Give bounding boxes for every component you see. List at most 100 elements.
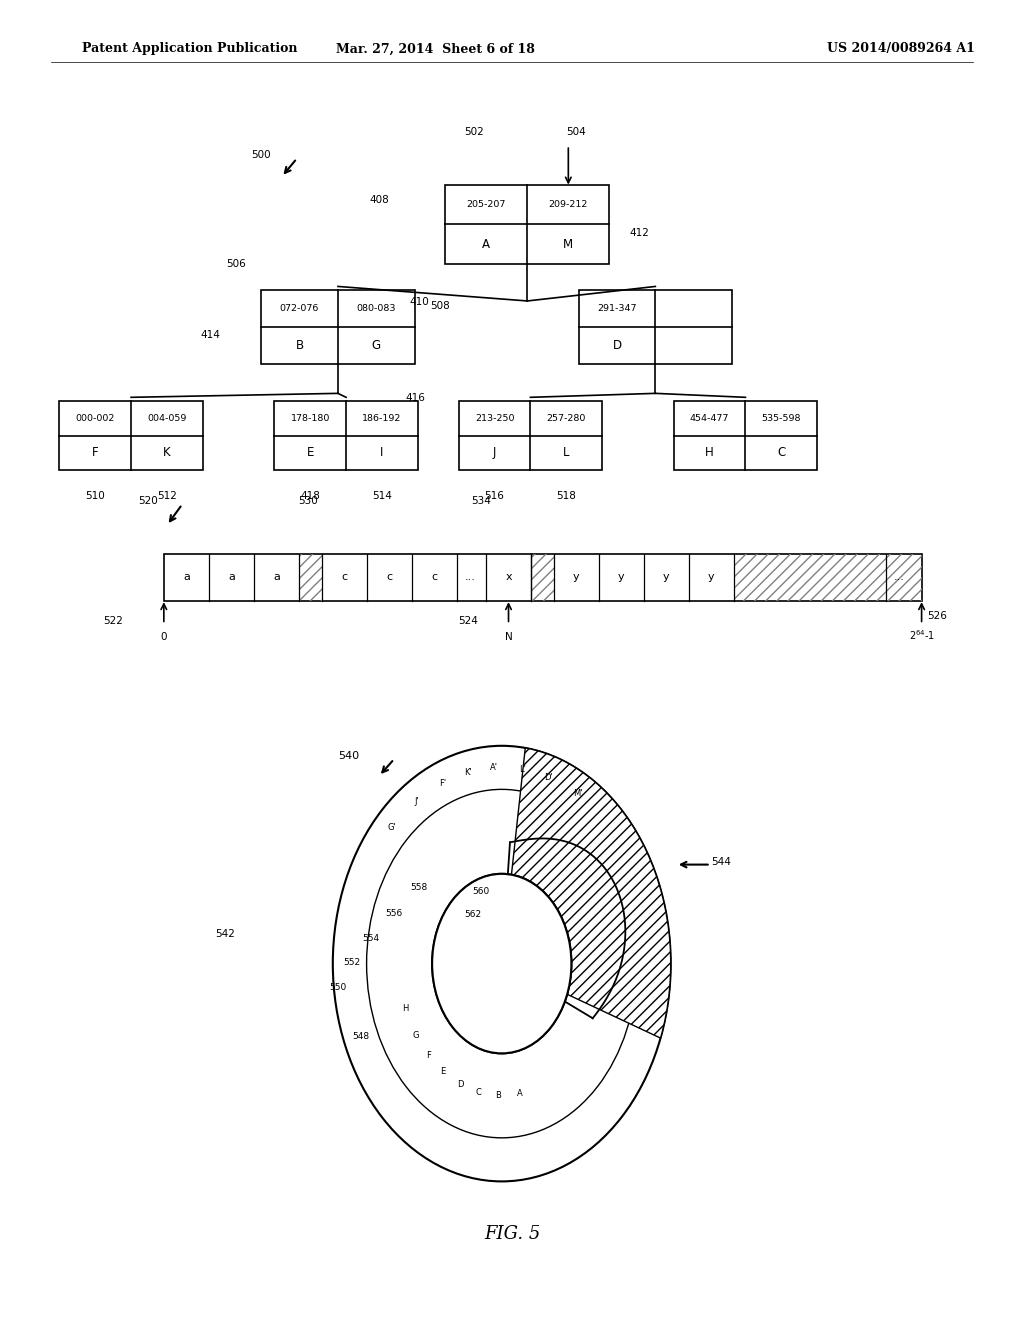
Text: 520: 520 [138, 496, 158, 507]
Text: F: F [92, 446, 98, 459]
Text: 548: 548 [352, 1032, 369, 1040]
Text: A': A' [489, 763, 498, 772]
Text: H: H [402, 1005, 409, 1014]
Text: 205-207: 205-207 [467, 201, 506, 209]
Text: 508: 508 [430, 301, 450, 312]
Bar [164, 554, 922, 601]
Text: $2^{64}$-1: $2^{64}$-1 [908, 628, 935, 643]
Text: J: J [493, 446, 497, 459]
Bar [261, 290, 415, 364]
Bar [674, 401, 817, 470]
Text: 500: 500 [251, 150, 270, 161]
Text: L: L [563, 446, 569, 459]
Text: 554: 554 [362, 935, 379, 942]
Text: 512: 512 [157, 491, 177, 502]
Text: c: c [386, 573, 392, 582]
Text: 516: 516 [484, 491, 505, 502]
Text: 552: 552 [344, 958, 360, 966]
Text: 080-083: 080-083 [356, 305, 396, 313]
Text: 072-076: 072-076 [280, 305, 319, 313]
Text: C: C [777, 446, 785, 459]
Text: c: c [341, 573, 347, 582]
Text: 454-477: 454-477 [690, 414, 729, 422]
Text: y: y [708, 573, 715, 582]
Bar [445, 185, 609, 264]
Circle shape [432, 874, 571, 1053]
Bar [734, 554, 886, 601]
Text: M: M [563, 238, 573, 251]
Text: 518: 518 [556, 491, 577, 502]
Text: y: y [617, 573, 625, 582]
Bar [886, 554, 922, 601]
Text: 514: 514 [372, 491, 392, 502]
Text: E: E [440, 1068, 445, 1076]
Text: ...: ... [894, 573, 904, 582]
Text: 502: 502 [464, 127, 484, 137]
Bar [579, 290, 732, 364]
Text: 556: 556 [386, 909, 402, 917]
Text: F: F [426, 1051, 430, 1060]
Text: 416: 416 [406, 393, 425, 404]
Text: 418: 418 [300, 491, 321, 502]
Bar [59, 401, 203, 470]
Text: F': F' [438, 779, 445, 788]
Text: 540: 540 [338, 751, 359, 762]
Wedge shape [511, 748, 671, 1038]
Text: Patent Application Publication: Patent Application Publication [82, 42, 297, 55]
Bar [459, 401, 602, 470]
Text: 535-598: 535-598 [762, 414, 801, 422]
Text: 209-212: 209-212 [549, 201, 588, 209]
Text: 0: 0 [161, 632, 167, 643]
Text: 506: 506 [226, 259, 246, 269]
Text: 412: 412 [630, 228, 649, 239]
Text: I: I [380, 446, 384, 459]
Text: 004-059: 004-059 [147, 414, 186, 422]
Text: y: y [572, 573, 580, 582]
Text: H: H [706, 446, 714, 459]
Text: 546: 546 [553, 978, 572, 989]
Text: B: B [296, 339, 303, 352]
Text: G': G' [388, 822, 396, 832]
Text: G: G [413, 1031, 419, 1040]
Text: US 2014/0089264 A1: US 2014/0089264 A1 [827, 42, 975, 55]
Text: 560: 560 [473, 887, 489, 895]
Text: D': D' [545, 772, 553, 781]
Text: 504: 504 [566, 127, 587, 137]
Text: K: K [163, 446, 171, 459]
Text: E: E [306, 446, 314, 459]
Bar [299, 554, 322, 601]
Text: c: c [431, 573, 437, 582]
Text: D: D [612, 339, 622, 352]
Bar [531, 554, 554, 601]
Text: D: D [457, 1080, 464, 1089]
Text: A: A [517, 1089, 522, 1098]
Text: y: y [663, 573, 670, 582]
Text: M': M' [573, 789, 583, 799]
Text: x: x [505, 573, 512, 582]
Text: 178-180: 178-180 [291, 414, 330, 422]
Text: 550: 550 [330, 983, 346, 991]
Text: 257-280: 257-280 [547, 414, 586, 422]
Text: ...: ... [465, 573, 476, 582]
Text: 562: 562 [465, 911, 481, 919]
Text: Mar. 27, 2014  Sheet 6 of 18: Mar. 27, 2014 Sheet 6 of 18 [336, 42, 535, 55]
Text: L': L' [519, 766, 526, 774]
Circle shape [432, 874, 571, 1053]
Text: 408: 408 [370, 194, 389, 205]
Text: 534: 534 [471, 496, 492, 507]
Text: G: G [372, 339, 381, 352]
Text: 410: 410 [410, 297, 429, 308]
Text: a: a [183, 573, 189, 582]
Text: K': K' [464, 768, 471, 777]
Text: 186-192: 186-192 [362, 414, 401, 422]
Text: C: C [476, 1088, 481, 1097]
Text: 544: 544 [712, 857, 731, 867]
Text: FIG. 5: FIG. 5 [483, 1225, 541, 1243]
Text: 291-347: 291-347 [597, 305, 637, 313]
Text: 524: 524 [458, 616, 478, 627]
Text: N: N [505, 632, 512, 643]
Text: 530: 530 [298, 496, 317, 507]
Text: 542: 542 [215, 929, 234, 940]
Text: 414: 414 [201, 330, 220, 341]
Text: J': J' [415, 796, 419, 805]
